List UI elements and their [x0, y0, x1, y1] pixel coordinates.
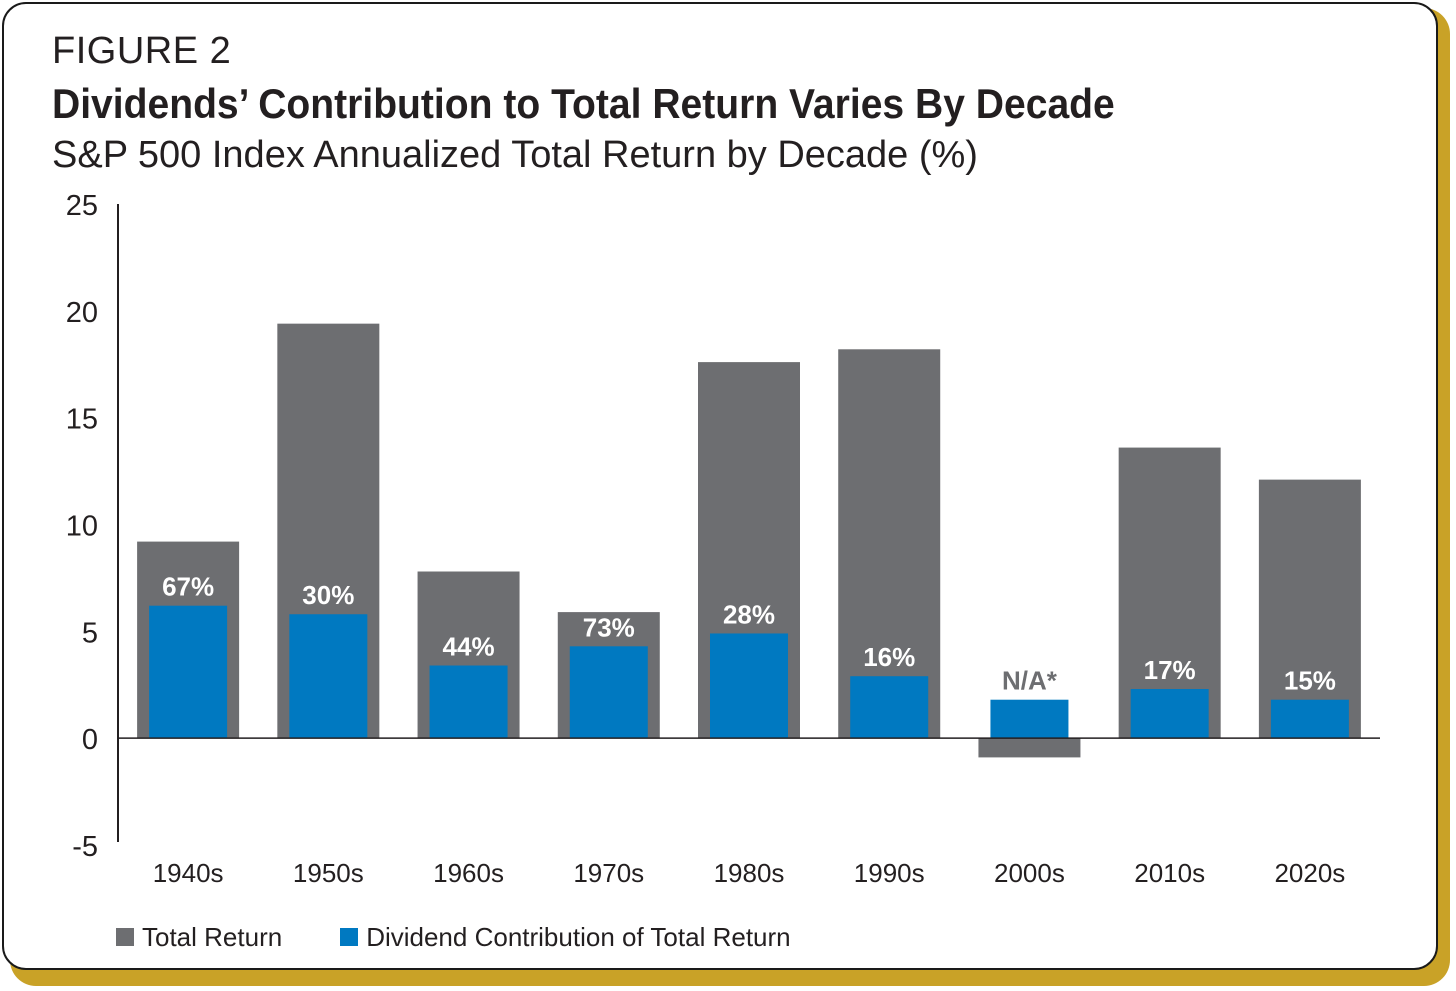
dividend-share-label: 28%: [723, 599, 775, 629]
legend-swatch-dividend: [340, 928, 359, 946]
dividend-share-label: 17%: [1144, 655, 1196, 685]
figure-label: FIGURE 2: [52, 30, 232, 72]
x-tick-label: 1970s: [573, 858, 644, 888]
y-tick-label: 5: [82, 617, 98, 649]
total-return-bar: [978, 738, 1081, 758]
chart-title: Dividends’ Contribution to Total Return …: [52, 80, 1115, 127]
dividend-bar: [1130, 689, 1209, 739]
legend: Total Return Dividend Contribution of To…: [116, 922, 849, 952]
dividend-share-label: 44%: [443, 632, 495, 662]
dividend-share-label: 73%: [583, 612, 635, 642]
x-tick-label: 1990s: [854, 858, 925, 888]
legend-item-dividend: Dividend Contribution of Total Return: [340, 921, 791, 953]
total-return-bar: [1258, 479, 1361, 739]
x-tick-label: 2020s: [1274, 858, 1345, 888]
dividend-bar: [149, 605, 228, 739]
dividend-share-label: N/A*: [1002, 666, 1058, 696]
dividend-share-label: 30%: [302, 580, 354, 610]
dividend-share-label: 67%: [162, 572, 214, 602]
x-tick-label: 1950s: [293, 858, 364, 888]
y-tick-label: 15: [66, 404, 98, 436]
y-tick-label: 25: [66, 190, 98, 222]
y-tick-label: 0: [82, 724, 98, 756]
y-tick-label: 20: [66, 297, 98, 329]
y-tick-label: -5: [72, 831, 98, 863]
dividend-bar: [569, 646, 648, 739]
chart-subtitle: S&P 500 Index Annualized Total Return by…: [52, 134, 978, 176]
dividend-bar: [429, 665, 508, 739]
x-tick-label: 1940s: [153, 858, 224, 888]
x-tick-label: 1960s: [433, 858, 504, 888]
dividend-bar: [710, 633, 788, 739]
dividend-share-label: 15%: [1284, 666, 1336, 696]
x-tick-label: 2010s: [1134, 858, 1205, 888]
dividend-bar: [289, 614, 368, 739]
x-tick-label: 1980s: [714, 858, 785, 888]
x-tick-label: 2000s: [994, 858, 1065, 888]
dividend-bar: [850, 676, 929, 739]
y-tick-label: 10: [66, 511, 98, 543]
total-return-bar: [838, 349, 941, 739]
legend-label-dividend: Dividend Contribution of Total Return: [366, 921, 791, 952]
dividend-share-label: 16%: [863, 642, 915, 672]
dividend-bar: [1270, 699, 1349, 739]
dividend-bar: [990, 699, 1069, 739]
legend-swatch-total: [116, 928, 134, 946]
legend-item-total: Total Return: [116, 922, 282, 953]
legend-label-total: Total Return: [142, 921, 283, 952]
